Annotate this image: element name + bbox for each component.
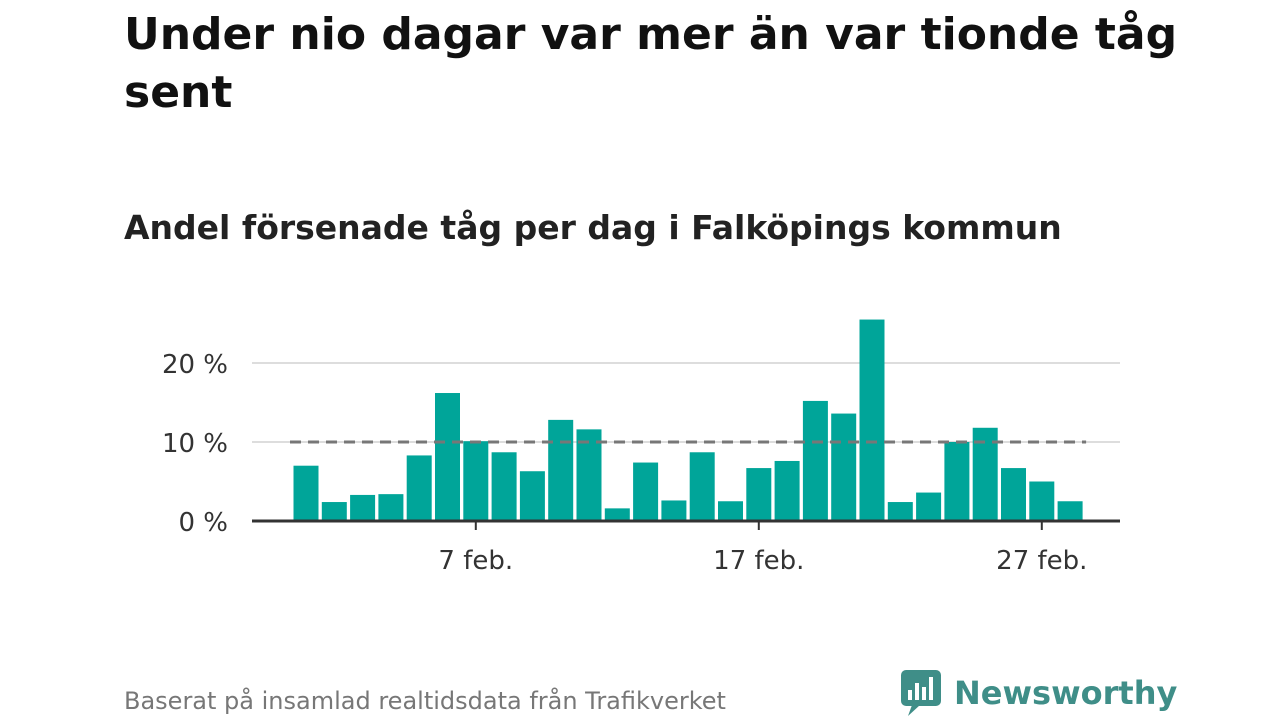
bar <box>887 502 913 521</box>
y-tick-label: 0 % <box>178 508 228 538</box>
bar <box>633 462 659 521</box>
bar <box>406 455 432 521</box>
bar <box>576 429 602 521</box>
bar <box>321 502 347 521</box>
bar <box>519 471 545 521</box>
bar <box>1029 481 1055 521</box>
bar <box>774 460 800 521</box>
chart-title: Under nio dagar var mer än var tionde tå… <box>124 9 1178 118</box>
bar <box>661 500 687 521</box>
y-tick-label: 10 % <box>162 429 228 459</box>
chart-subtitle: Andel försenade tåg per dag i Falköpings… <box>124 208 1062 247</box>
bar <box>944 442 970 521</box>
bar <box>548 419 574 521</box>
bar <box>689 452 715 521</box>
bar <box>831 413 857 521</box>
bar <box>435 393 460 521</box>
bar <box>859 319 885 521</box>
bar <box>491 452 517 521</box>
bar <box>293 465 319 521</box>
bar <box>1001 468 1026 521</box>
brand-name: Newsworthy <box>954 674 1178 712</box>
bar <box>718 501 743 521</box>
bar <box>463 441 489 521</box>
bar <box>350 494 376 521</box>
bar <box>746 468 772 521</box>
y-tick-label: 20 % <box>162 350 228 380</box>
bar <box>1057 501 1083 521</box>
x-tick-label: 27 feb. <box>996 546 1087 576</box>
axes: 0 % 10 % 20 % 7 feb. 17 feb. 27 feb. <box>162 350 1120 576</box>
bar <box>802 400 828 521</box>
newsworthy-logo-icon <box>901 670 941 716</box>
source-note: Baserat på insamlad realtidsdata från Tr… <box>124 687 726 715</box>
bars <box>293 319 1083 521</box>
bar <box>604 508 630 521</box>
brand-logo: Newsworthy <box>900 668 1177 718</box>
x-tick-label: 17 feb. <box>713 546 804 576</box>
bar <box>378 494 404 521</box>
bar <box>916 492 942 521</box>
x-tick-label: 7 feb. <box>438 546 513 576</box>
bar-chart: 0 % 10 % 20 % 7 feb. 17 feb. 27 feb. <box>162 319 1120 576</box>
